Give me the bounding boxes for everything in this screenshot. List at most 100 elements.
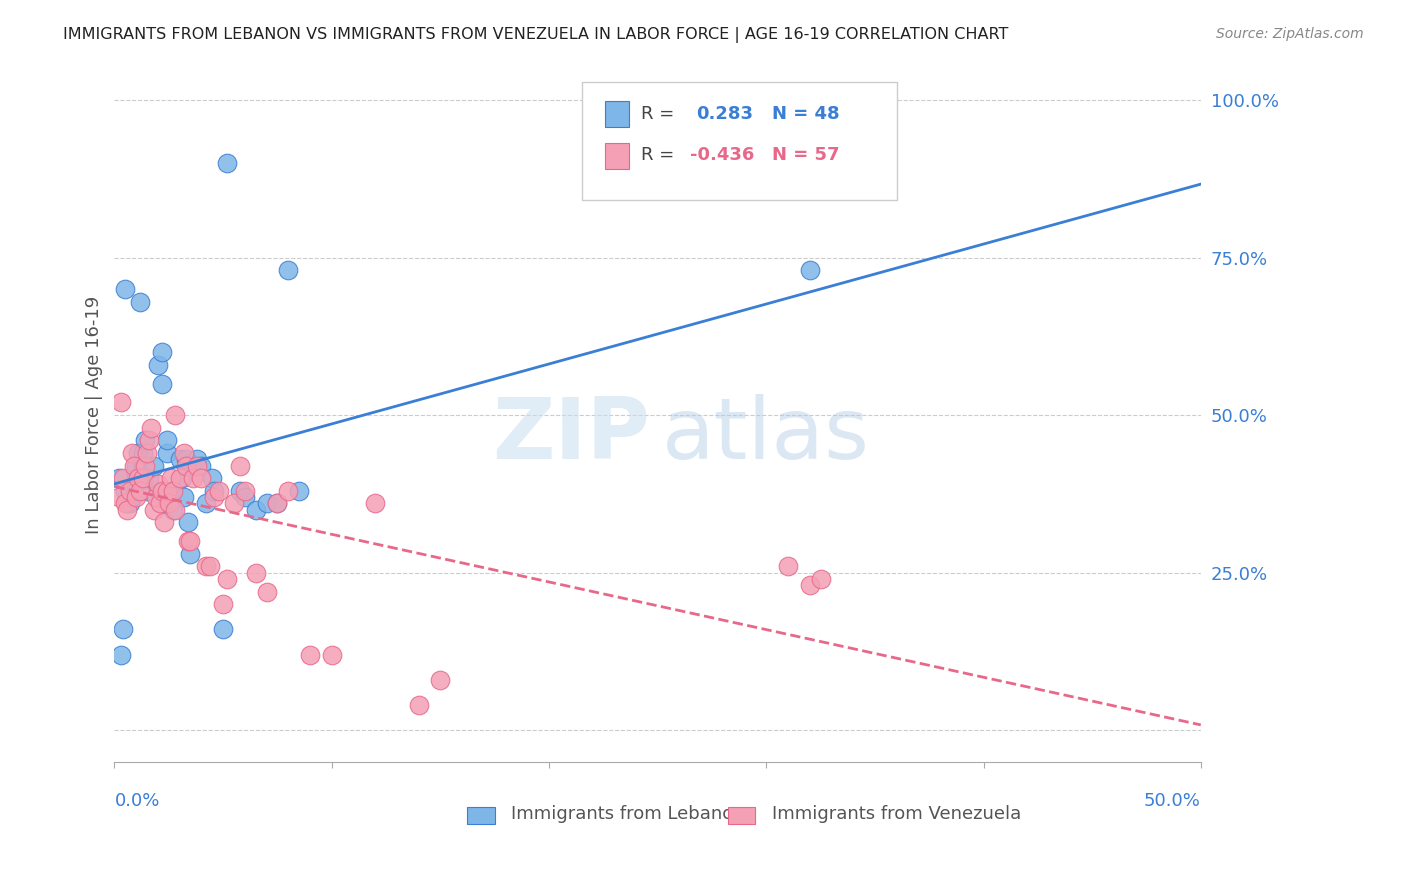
Point	[233, 483, 256, 498]
Point	[114, 483, 136, 498]
Point	[134, 434, 156, 448]
Point	[799, 578, 821, 592]
Point	[117, 496, 139, 510]
Point	[157, 490, 180, 504]
FancyBboxPatch shape	[582, 82, 897, 200]
Point	[810, 572, 832, 586]
Point	[118, 496, 141, 510]
Point	[131, 458, 153, 473]
Point	[245, 566, 267, 580]
Point	[162, 502, 184, 516]
Point	[125, 458, 148, 473]
Point	[134, 458, 156, 473]
Point	[142, 502, 165, 516]
Point	[114, 496, 136, 510]
Point	[131, 471, 153, 485]
Point	[256, 496, 278, 510]
Point	[179, 534, 201, 549]
Point	[138, 434, 160, 448]
Point	[266, 496, 288, 510]
Point	[131, 446, 153, 460]
Point	[429, 673, 451, 687]
Point	[112, 623, 135, 637]
Point	[170, 471, 193, 485]
Point	[186, 452, 208, 467]
Point	[174, 452, 197, 467]
Text: R =: R =	[641, 146, 681, 164]
Point	[177, 534, 200, 549]
Bar	[728, 806, 755, 824]
Point	[146, 358, 169, 372]
Point	[165, 408, 187, 422]
Point	[266, 496, 288, 510]
Point	[129, 483, 152, 498]
Point	[202, 483, 225, 498]
Point	[122, 483, 145, 498]
Point	[138, 471, 160, 485]
Y-axis label: In Labor Force | Age 16-19: In Labor Force | Age 16-19	[86, 296, 103, 534]
Point	[150, 345, 173, 359]
Point	[186, 458, 208, 473]
Point	[174, 458, 197, 473]
Text: 50.0%: 50.0%	[1144, 792, 1201, 810]
Point	[136, 446, 159, 460]
Point	[321, 648, 343, 662]
Text: -0.436: -0.436	[690, 146, 755, 164]
Point	[125, 490, 148, 504]
Point	[222, 496, 245, 510]
Point	[162, 483, 184, 498]
Text: Immigrants from Venezuela: Immigrants from Venezuela	[772, 805, 1021, 822]
Point	[173, 490, 195, 504]
Point	[153, 515, 176, 529]
Point	[217, 156, 239, 170]
Point	[212, 597, 235, 611]
Point	[145, 490, 167, 504]
Text: 0.0%: 0.0%	[114, 792, 160, 810]
Point	[157, 496, 180, 510]
Point	[364, 496, 387, 510]
Point	[169, 452, 191, 467]
Point	[127, 471, 149, 485]
Point	[776, 559, 799, 574]
Point	[190, 458, 212, 473]
Point	[121, 490, 143, 504]
Point	[198, 559, 221, 574]
Point	[155, 434, 177, 448]
Point	[177, 515, 200, 529]
Bar	[606, 101, 630, 128]
Point	[118, 483, 141, 498]
Text: atlas: atlas	[662, 394, 870, 477]
Point	[212, 623, 235, 637]
Text: N = 48: N = 48	[772, 104, 839, 122]
Point	[107, 471, 129, 485]
Point	[194, 559, 217, 574]
Point	[277, 263, 299, 277]
Point	[408, 698, 430, 712]
Point	[117, 502, 139, 516]
Point	[208, 483, 231, 498]
Text: Source: ZipAtlas.com: Source: ZipAtlas.com	[1216, 27, 1364, 41]
Point	[160, 483, 183, 498]
Point	[298, 648, 321, 662]
Point	[160, 471, 183, 485]
Text: Immigrants from Lebanon: Immigrants from Lebanon	[510, 805, 745, 822]
Point	[229, 483, 252, 498]
Point	[181, 471, 204, 485]
Point	[217, 572, 239, 586]
Point	[142, 458, 165, 473]
Point	[233, 490, 256, 504]
Point	[799, 263, 821, 277]
Bar	[467, 806, 495, 824]
Point	[256, 584, 278, 599]
Point	[129, 294, 152, 309]
Point	[190, 471, 212, 485]
Text: 0.283: 0.283	[696, 104, 752, 122]
Text: N = 57: N = 57	[772, 146, 839, 164]
Point	[169, 471, 191, 485]
Text: ZIP: ZIP	[492, 394, 650, 477]
Point	[150, 483, 173, 498]
Point	[112, 471, 135, 485]
Point	[121, 446, 143, 460]
Point	[165, 502, 187, 516]
Point	[150, 376, 173, 391]
